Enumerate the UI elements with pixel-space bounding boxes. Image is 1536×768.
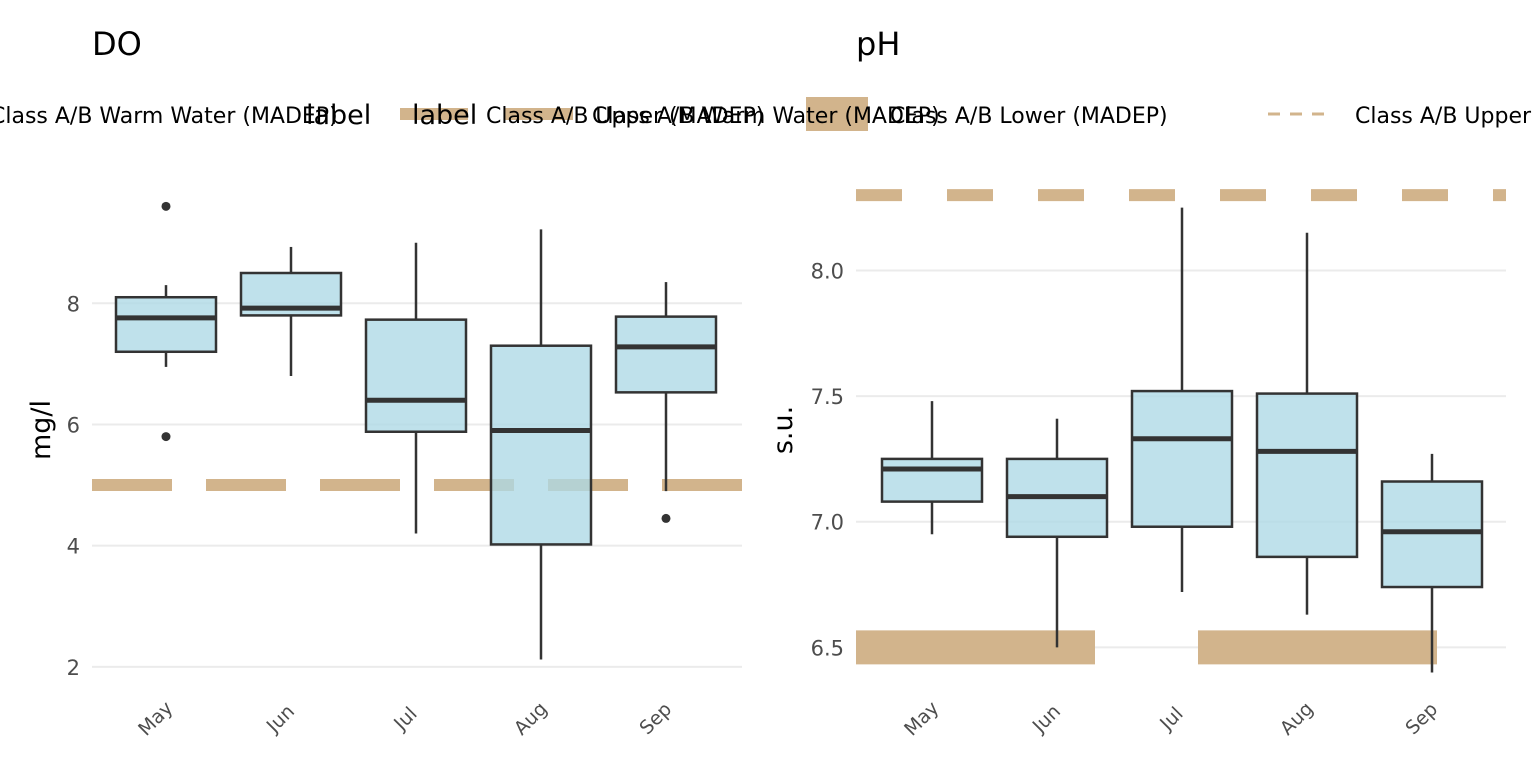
reference-lines-ph	[856, 189, 1506, 665]
x-tick-label: Jun	[262, 700, 299, 737]
chart-title-do: DO	[92, 25, 142, 63]
box-aug	[489, 344, 593, 546]
x-ticks-do: May Jun Jul Aug Sep	[134, 697, 676, 740]
y-axis-label-do: mg/l	[26, 400, 57, 460]
y-tick-label: 8.0	[811, 259, 844, 283]
y-tick-label: 7.0	[811, 511, 844, 535]
x-tick-label: Aug	[1276, 698, 1318, 740]
outlier-point	[161, 432, 171, 442]
y-tick-label: 6.5	[811, 636, 844, 660]
y-axis-label-ph: s.u.	[768, 406, 799, 454]
y-tick-label: 7.5	[811, 385, 844, 409]
legend-entry-warm-water-2: Class A/B Warm Water (MADEP)	[592, 104, 940, 129]
x-tick-label: Sep	[635, 698, 676, 739]
chart-title-ph: pH	[856, 25, 900, 63]
panel-ph: 6.5 7.0 7.5 8.0 May Jun Jul Aug Sep s.u.	[768, 189, 1506, 740]
legend-entry-lower: Class A/B Lower (MADEP)	[890, 104, 1168, 129]
legend-entry-upper-2: Class A/B Upper (MADEP)	[1355, 104, 1536, 129]
x-tick-label: Jul	[1155, 703, 1187, 735]
y-tick-label: 6	[67, 413, 80, 437]
y-tick-label: 2	[67, 656, 80, 680]
y-tick-label: 8	[67, 292, 80, 316]
box-aug	[1255, 392, 1359, 559]
legend-key-lower-thick	[806, 97, 868, 131]
boxes-do	[114, 201, 718, 660]
x-tick-label: May	[900, 697, 943, 740]
panel-do: 2 4 6 8 May Jun Jul Aug Sep mg/l	[26, 201, 742, 740]
x-ticks-ph: May Jun Jul Aug Sep	[900, 697, 1442, 740]
boxes-ph	[880, 207, 1484, 673]
legend-title-left: label	[306, 100, 371, 131]
x-tick-label: Jul	[389, 703, 421, 735]
y-tick-label: 4	[67, 535, 80, 559]
box-sep	[614, 315, 718, 394]
box-may	[880, 457, 984, 503]
y-ticks-do: 2 4 6 8	[67, 292, 80, 680]
box-jul	[1130, 389, 1234, 528]
legend-title-right: label	[412, 100, 477, 131]
box-jul	[364, 318, 468, 433]
x-tick-label: Aug	[510, 698, 552, 740]
box-may	[114, 295, 218, 354]
y-ticks-ph: 6.5 7.0 7.5 8.0	[811, 259, 844, 660]
x-tick-label: Jun	[1028, 700, 1065, 737]
x-tick-label: Sep	[1401, 698, 1442, 739]
x-tick-label: May	[134, 697, 177, 740]
box-sep	[1380, 480, 1484, 589]
outlier-point	[161, 201, 171, 211]
legend-entry-warm-water: Class A/B Warm Water (MADEP)	[0, 104, 338, 129]
outlier-point	[661, 513, 671, 523]
legend: Class A/B Warm Water (MADEP) label label…	[0, 97, 1536, 131]
legend-entry-upper: Class A/B Upper (MADEP)	[486, 104, 764, 129]
